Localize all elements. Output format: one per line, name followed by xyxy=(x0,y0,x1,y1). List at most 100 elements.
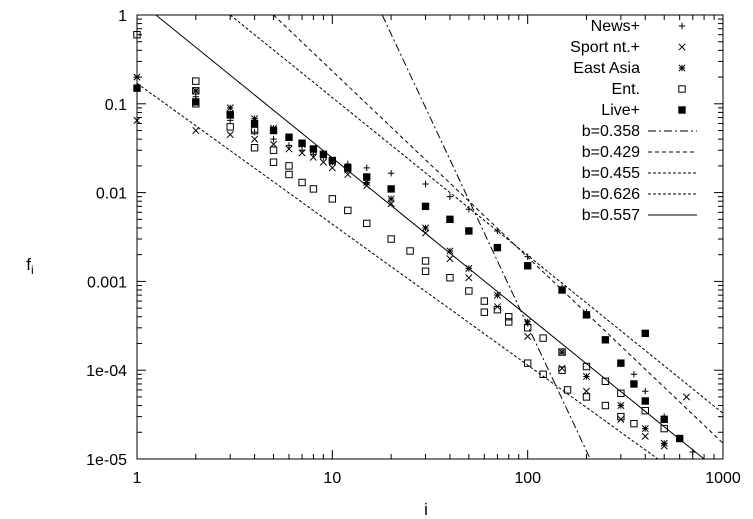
x-tick-label: 10 xyxy=(323,470,341,487)
legend-entry: b=0.626 xyxy=(582,186,697,203)
data-point xyxy=(617,359,625,367)
data-point xyxy=(558,366,566,374)
fit-line-b-0-455 xyxy=(229,14,724,414)
legend-entry: b=0.429 xyxy=(582,144,697,161)
y-tick-label: 1e-04 xyxy=(86,363,127,380)
data-point xyxy=(319,158,327,166)
data-point xyxy=(421,224,430,232)
data-point xyxy=(328,195,337,203)
x-axis-label: i xyxy=(424,500,428,519)
legend-label: b=0.626 xyxy=(582,186,640,203)
data-point xyxy=(617,401,625,410)
data-point xyxy=(133,116,141,124)
y-tick-label: 0.01 xyxy=(96,186,127,203)
data-point xyxy=(641,432,649,440)
legend-marker xyxy=(678,22,686,30)
data-point xyxy=(309,185,318,193)
data-point xyxy=(539,334,547,342)
data-point xyxy=(270,135,277,143)
data-point xyxy=(617,412,625,421)
data-point xyxy=(192,77,200,85)
x-tick-label: 1 xyxy=(133,470,142,487)
data-point xyxy=(226,104,234,112)
data-point xyxy=(660,439,668,447)
data-point xyxy=(446,215,454,224)
data-point xyxy=(387,195,395,203)
data-point xyxy=(641,397,649,405)
data-point xyxy=(387,185,395,193)
fit-lines-layer xyxy=(136,14,724,460)
legend-label: b=0.455 xyxy=(582,165,640,182)
data-point xyxy=(493,243,502,252)
data-point xyxy=(582,372,591,381)
data-point xyxy=(446,274,454,282)
data-point xyxy=(601,336,610,344)
data-point xyxy=(630,380,638,388)
y-axis-label-sub: i xyxy=(31,263,34,277)
legend-label: Sport nt.+ xyxy=(570,39,640,56)
data-point xyxy=(493,306,502,314)
data-point xyxy=(298,149,306,157)
data-point xyxy=(682,393,691,401)
y-tick-label: 0.001 xyxy=(87,274,127,291)
legend-entry: Live+ xyxy=(601,102,686,119)
data-point xyxy=(309,145,318,153)
data-point xyxy=(226,111,234,119)
legend-entry: b=0.455 xyxy=(582,165,697,182)
data-point xyxy=(617,415,625,423)
data-point xyxy=(505,318,513,326)
data-point xyxy=(641,425,649,433)
data-point xyxy=(363,164,370,172)
data-point xyxy=(192,98,200,106)
data-point xyxy=(285,145,293,153)
data-point xyxy=(524,332,532,340)
data-point xyxy=(446,247,454,255)
data-point xyxy=(298,178,306,187)
data-point xyxy=(524,318,532,326)
data-point xyxy=(226,123,234,131)
data-point xyxy=(558,364,566,372)
data-point xyxy=(480,297,489,305)
data-point xyxy=(192,87,200,95)
legend-label: b=0.358 xyxy=(582,123,640,140)
data-point xyxy=(523,262,532,270)
data-point xyxy=(558,348,566,356)
data-point xyxy=(558,286,566,294)
data-point xyxy=(251,115,259,123)
data-point xyxy=(226,131,234,139)
legend-marker xyxy=(678,64,686,72)
data-point xyxy=(251,128,258,136)
data-point xyxy=(421,202,430,211)
data-point xyxy=(465,206,473,213)
legend-marker xyxy=(678,85,686,93)
x-tick-label: 100 xyxy=(514,470,541,487)
data-point xyxy=(675,434,684,443)
plot-area xyxy=(136,14,724,460)
data-point xyxy=(285,133,293,141)
data-point xyxy=(363,173,371,181)
data-point xyxy=(582,311,591,319)
data-point xyxy=(493,291,501,299)
data-point xyxy=(309,153,317,161)
data-point xyxy=(269,158,278,166)
legend-label: Live+ xyxy=(601,102,640,119)
data-point xyxy=(465,287,473,295)
data-point xyxy=(641,329,649,338)
data-point xyxy=(630,419,638,428)
y-tick-label: 1e-05 xyxy=(86,452,127,469)
fit-line-b-0-557 xyxy=(155,14,705,460)
data-point xyxy=(192,126,200,135)
data-point xyxy=(446,193,454,200)
data-point xyxy=(251,135,259,143)
data-point xyxy=(387,170,395,177)
legend-label: East Asia xyxy=(573,60,640,77)
data-point xyxy=(421,267,430,275)
data-point xyxy=(133,84,141,92)
legend-label: News+ xyxy=(591,18,640,35)
fit-line-b-0-626 xyxy=(136,82,659,460)
data-point xyxy=(630,371,638,378)
y-axis-label: fi xyxy=(26,255,33,277)
series-ent- xyxy=(133,31,668,433)
data-point xyxy=(344,206,352,215)
